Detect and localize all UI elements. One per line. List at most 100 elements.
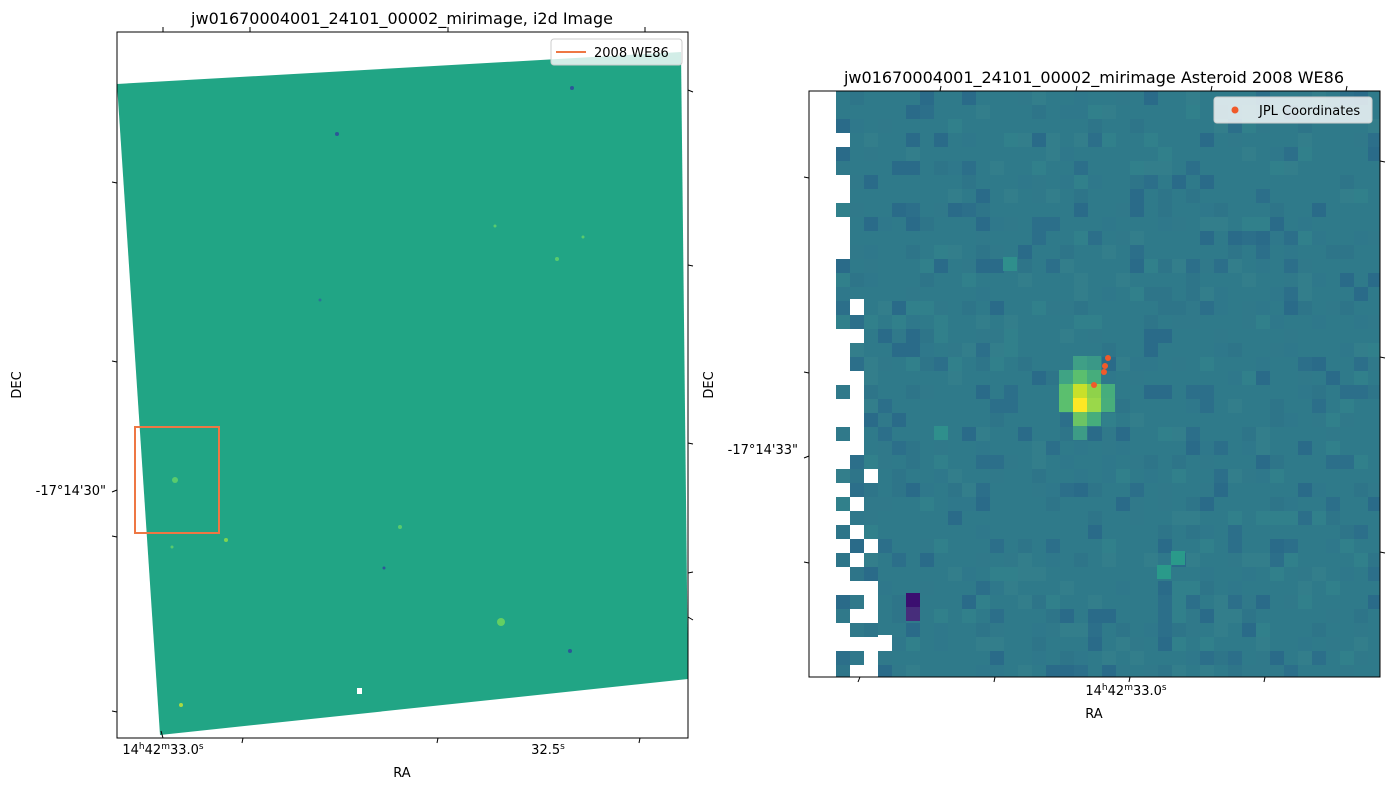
image-pixel <box>1046 609 1060 623</box>
image-pixel <box>976 315 990 329</box>
jpl-point <box>1102 363 1108 369</box>
image-pixel <box>1214 259 1228 273</box>
image-pixel <box>948 343 962 357</box>
image-pixel <box>1270 231 1284 245</box>
image-pixel <box>948 497 962 511</box>
image-pixel <box>934 623 948 637</box>
image-pixel <box>864 399 878 413</box>
image-pixel <box>850 245 864 259</box>
image-pixel <box>892 637 906 651</box>
image-pixel <box>1214 329 1228 343</box>
image-pixel <box>1354 133 1368 147</box>
image-pixel <box>962 427 976 441</box>
image-pixel <box>1200 637 1214 651</box>
image-pixel <box>1298 511 1312 525</box>
image-pixel <box>1116 469 1130 483</box>
image-pixel <box>1312 483 1326 497</box>
image-pixel <box>1144 385 1158 399</box>
image-pixel <box>1158 595 1172 609</box>
image-pixel <box>1340 413 1354 427</box>
image-pixel <box>1256 427 1270 441</box>
image-pixel <box>1368 385 1380 399</box>
image-pixel <box>1312 273 1326 287</box>
image-pixel <box>1354 483 1368 497</box>
image-pixel <box>892 469 906 483</box>
image-pixel <box>1284 539 1298 553</box>
right-y-tick-label: -17°14'33" <box>728 443 798 458</box>
image-pixel <box>1060 329 1074 343</box>
asteroid-source-pixel <box>1059 370 1073 384</box>
right-y-axis-label: DEC <box>702 371 717 398</box>
image-pixel <box>1088 637 1102 651</box>
image-pixel <box>948 189 962 203</box>
image-pixel <box>976 595 990 609</box>
image-pixel <box>934 441 948 455</box>
image-pixel <box>1088 483 1102 497</box>
image-pixel <box>962 259 976 273</box>
image-pixel <box>1228 399 1242 413</box>
right-panel: jw01670004001_24101_00002_mirimage Aster… <box>702 68 1386 722</box>
image-pixel <box>1326 455 1340 469</box>
left-y-axis-label: DEC <box>10 371 25 398</box>
image-pixel <box>1298 385 1312 399</box>
image-pixel <box>906 287 920 301</box>
image-pixel <box>864 371 878 385</box>
image-pixel <box>1200 287 1214 301</box>
image-pixel <box>1046 259 1060 273</box>
image-pixel <box>1116 497 1130 511</box>
image-pixel <box>1172 595 1186 609</box>
image-pixel <box>920 217 934 231</box>
image-pixel <box>1116 427 1130 441</box>
image-pixel <box>1354 371 1368 385</box>
image-pixel <box>920 273 934 287</box>
image-artifact <box>382 566 386 570</box>
image-pixel <box>1354 231 1368 245</box>
image-pixel <box>1116 637 1130 651</box>
image-pixel <box>864 259 878 273</box>
image-pixel <box>1116 623 1130 637</box>
image-pixel <box>1256 665 1270 677</box>
image-pixel <box>1354 651 1368 665</box>
image-pixel <box>1157 565 1171 579</box>
asteroid-source-pixel <box>1087 356 1101 370</box>
image-pixel <box>1130 651 1144 665</box>
image-pixel <box>906 203 920 217</box>
left-blank-pixel <box>357 688 362 694</box>
image-pixel <box>1200 525 1214 539</box>
image-pixel <box>1032 91 1046 105</box>
image-pixel <box>990 357 1004 371</box>
image-pixel <box>1074 651 1088 665</box>
image-pixel <box>906 315 920 329</box>
image-pixel <box>1060 665 1074 677</box>
image-pixel <box>892 441 906 455</box>
image-pixel <box>906 217 920 231</box>
image-pixel <box>976 357 990 371</box>
image-pixel <box>1144 259 1158 273</box>
image-pixel <box>1214 287 1228 301</box>
image-pixel <box>864 273 878 287</box>
image-pixel <box>1270 497 1284 511</box>
image-pixel <box>1088 595 1102 609</box>
image-artifact <box>581 235 585 239</box>
asteroid-source-pixel <box>1059 398 1073 412</box>
image-pixel <box>864 511 878 525</box>
image-pixel <box>1228 133 1242 147</box>
image-pixel <box>878 301 892 315</box>
image-pixel <box>1228 231 1242 245</box>
image-pixel <box>906 343 920 357</box>
image-pixel <box>1004 133 1018 147</box>
image-pixel <box>1354 315 1368 329</box>
image-pixel <box>1340 245 1354 259</box>
image-pixel <box>976 581 990 595</box>
image-pixel <box>1158 287 1172 301</box>
image-pixel <box>1060 147 1074 161</box>
image-pixel <box>1242 623 1256 637</box>
image-pixel <box>864 385 878 399</box>
image-pixel <box>976 637 990 651</box>
defect-pixel <box>906 607 920 621</box>
image-pixel <box>1200 497 1214 511</box>
image-pixel <box>1074 231 1088 245</box>
image-pixel <box>1354 357 1368 371</box>
image-pixel <box>962 609 976 623</box>
image-pixel <box>948 357 962 371</box>
